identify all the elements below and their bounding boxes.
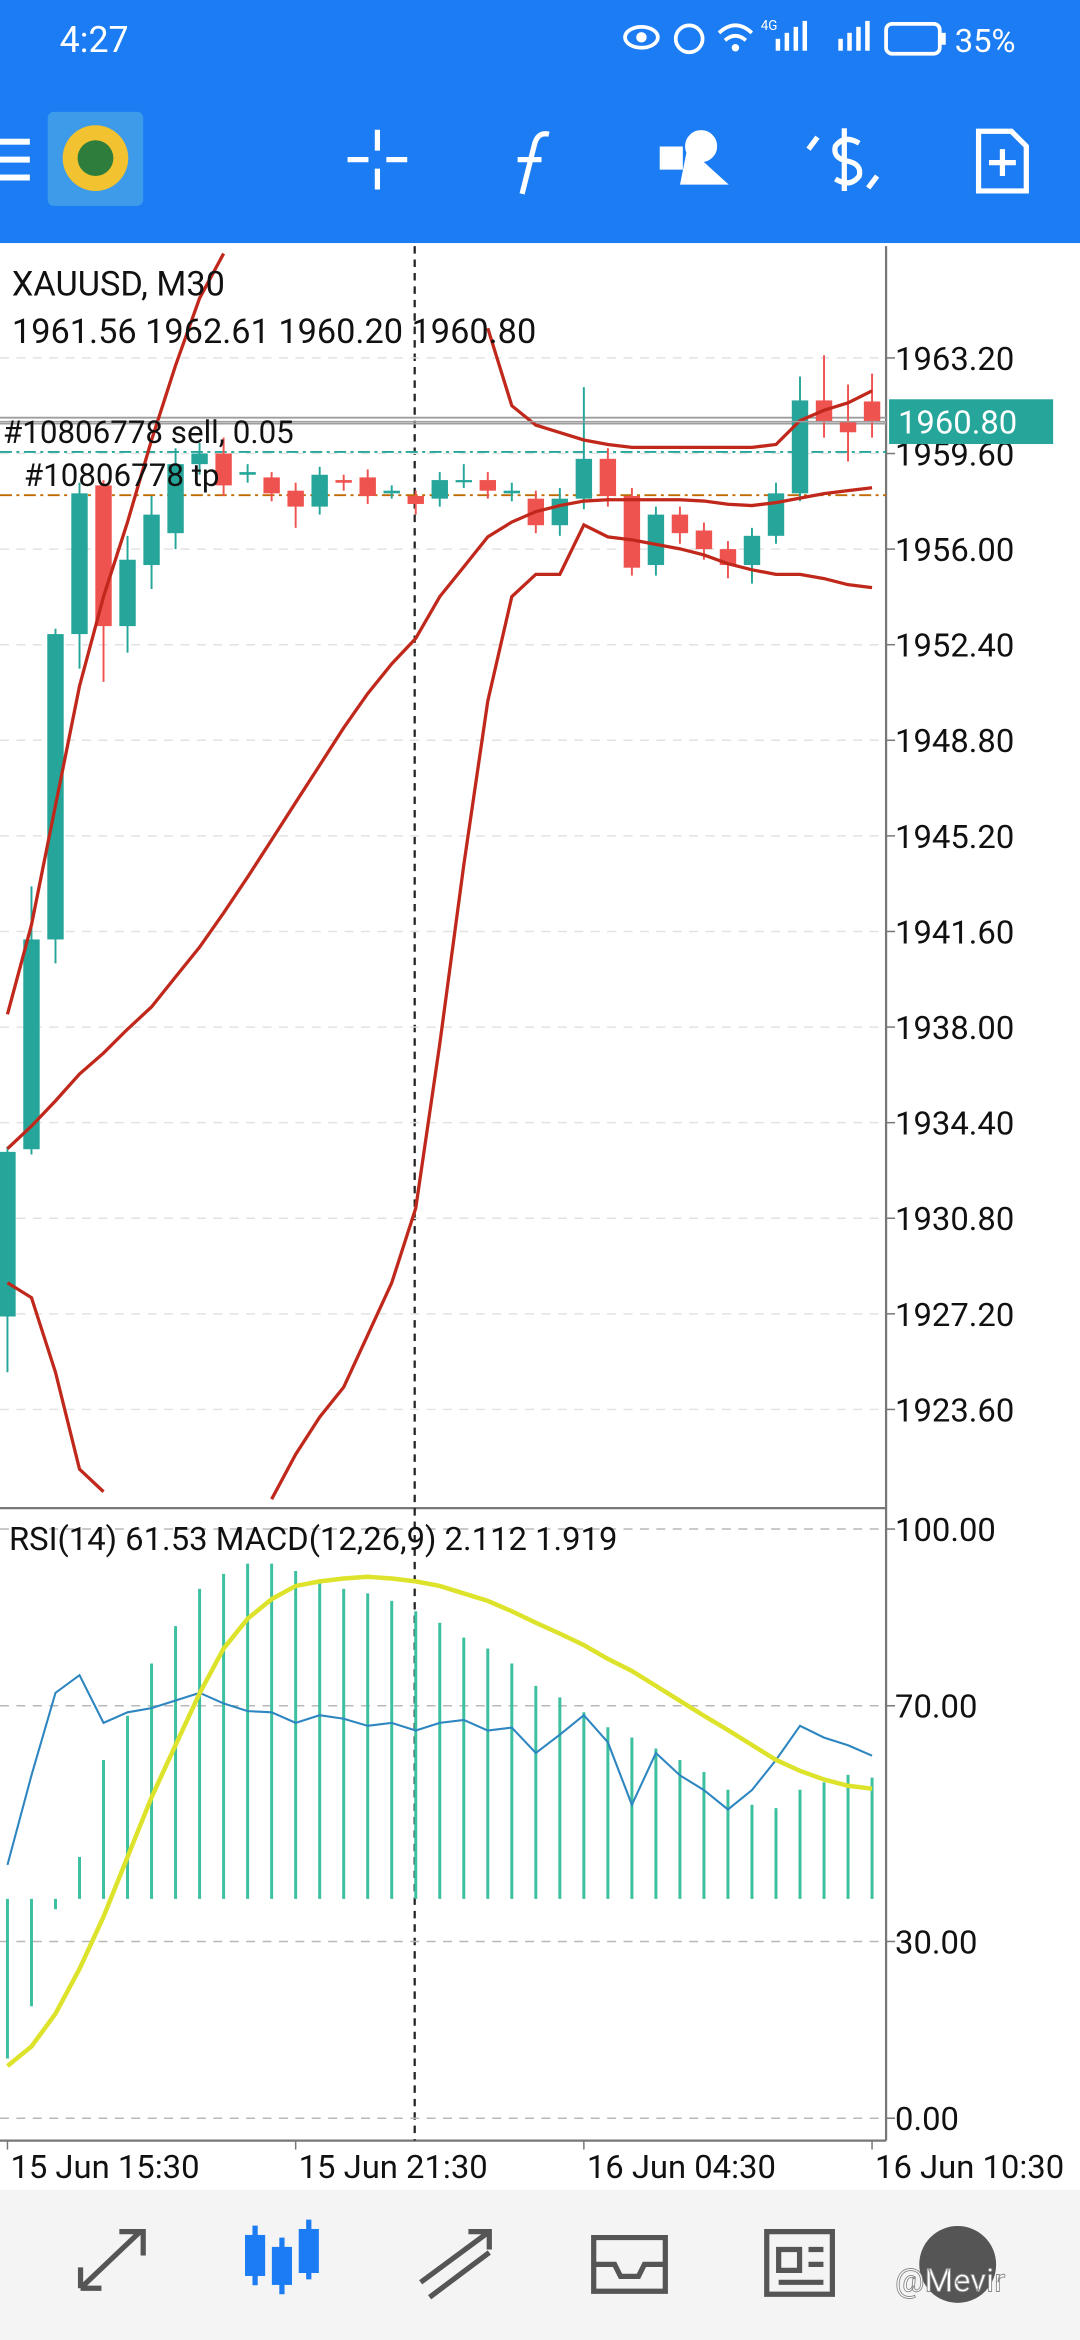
candle-body xyxy=(599,458,617,497)
y-tick-label: 1941.60 xyxy=(895,914,1014,952)
candle-body xyxy=(455,480,472,483)
candle-body xyxy=(695,530,713,550)
candle-body xyxy=(359,477,376,497)
status-time: 4:27 xyxy=(60,19,129,61)
y-tick-label: 70.00 xyxy=(895,1689,977,1727)
app-logo xyxy=(47,111,144,206)
crosshair-button[interactable] xyxy=(347,129,408,190)
candle-body xyxy=(503,490,521,494)
axes: 1963.201959.601956.001952.401948.801945.… xyxy=(6,341,1064,2187)
candle-body xyxy=(671,514,689,534)
candle-body xyxy=(191,453,208,465)
trade-button[interactable] xyxy=(806,128,880,191)
x-tick-label: 15 Jun 15:30 xyxy=(10,2149,199,2187)
indicator-plot xyxy=(0,1528,887,2119)
candle-body xyxy=(479,480,496,491)
candle-body xyxy=(743,535,761,566)
candle-body xyxy=(623,496,641,568)
candle-body xyxy=(95,485,112,627)
chart-area xyxy=(0,243,1080,2190)
objects-button[interactable] xyxy=(659,130,729,185)
candle-body xyxy=(287,490,304,507)
network-label: 4G xyxy=(761,19,778,34)
candle-body xyxy=(383,490,400,494)
price-tag-label: 1960.80 xyxy=(898,405,1017,443)
nav-chart[interactable] xyxy=(245,2219,319,2295)
candle-body xyxy=(839,421,857,433)
signal-line xyxy=(6,1574,873,2068)
status-icons: 4G xyxy=(623,19,946,56)
x-tick-label: 15 Jun 21:30 xyxy=(299,2149,488,2187)
candle-body xyxy=(143,514,160,566)
app-header xyxy=(0,0,1080,244)
nav-quotes[interactable] xyxy=(77,2228,146,2291)
candle-body xyxy=(47,634,64,940)
order-label: #10806778 sell, 0.05 xyxy=(3,414,294,451)
candle-body xyxy=(0,1151,16,1317)
y-tick-label: 1956.00 xyxy=(895,532,1014,570)
new-order-button[interactable] xyxy=(975,128,1029,194)
nav-news[interactable] xyxy=(764,2228,835,2297)
y-tick-label: 1934.40 xyxy=(895,1106,1014,1144)
indicators-button[interactable] xyxy=(517,131,550,195)
bottom-nav xyxy=(0,2189,1080,2340)
y-tick-label: 30.00 xyxy=(895,1924,977,1962)
candle-body xyxy=(647,514,665,566)
x-tick-label: 16 Jun 10:30 xyxy=(875,2149,1064,2187)
menu-button[interactable] xyxy=(0,138,30,181)
candle-body xyxy=(263,477,280,494)
candle-body xyxy=(311,474,328,507)
y-tick-label: 1938.00 xyxy=(895,1010,1014,1048)
y-tick-label: 100.00 xyxy=(895,1512,996,1550)
candle-body xyxy=(119,559,136,627)
candle-body xyxy=(791,400,809,494)
candle-body xyxy=(239,472,256,475)
y-tick-label: 1927.20 xyxy=(895,1297,1014,1335)
band-lower xyxy=(6,522,873,1500)
battery-level: 35% xyxy=(955,23,1016,61)
price-tag xyxy=(889,399,1054,445)
ohlc-header: 1961.56 1962.61 1960.20 1960.80 xyxy=(12,312,536,352)
candle-body xyxy=(767,493,785,536)
candle-body xyxy=(335,480,352,483)
candle-body xyxy=(23,939,40,1150)
candle-body xyxy=(167,464,184,534)
band-upper xyxy=(5,252,873,1015)
watermark: @Mevir xyxy=(895,2262,1005,2300)
candle-body xyxy=(407,496,424,504)
tp-label: #10806778 tp xyxy=(24,457,220,494)
y-tick-label: 1952.40 xyxy=(895,628,1014,666)
candle-body xyxy=(551,498,569,526)
indicator-title: RSI(14) 61.53 MACD(12,26,9) 2.112 1.919 xyxy=(9,1521,618,1559)
nav-messages[interactable] xyxy=(919,2226,997,2303)
candle-body xyxy=(71,493,88,635)
rsi-line xyxy=(6,1673,873,1866)
nav-history[interactable] xyxy=(591,2234,668,2294)
candle-body xyxy=(431,480,448,499)
candle-body xyxy=(575,458,593,499)
y-tick-label: 1948.80 xyxy=(895,723,1014,761)
candle-body xyxy=(863,401,881,422)
band-middle xyxy=(6,486,873,1150)
y-tick-label: 1945.20 xyxy=(895,819,1014,857)
nav-trade[interactable] xyxy=(419,2228,492,2300)
x-tick-label: 16 Jun 04:30 xyxy=(587,2149,776,2187)
y-tick-label: 1923.60 xyxy=(895,1392,1014,1430)
y-tick-label: 1963.20 xyxy=(895,341,1014,379)
y-tick-label: 0.00 xyxy=(895,2101,959,2139)
y-tick-label: 1930.80 xyxy=(895,1201,1014,1239)
candle-body xyxy=(215,453,232,486)
chart-title: XAUUSD, M30 xyxy=(12,264,225,304)
